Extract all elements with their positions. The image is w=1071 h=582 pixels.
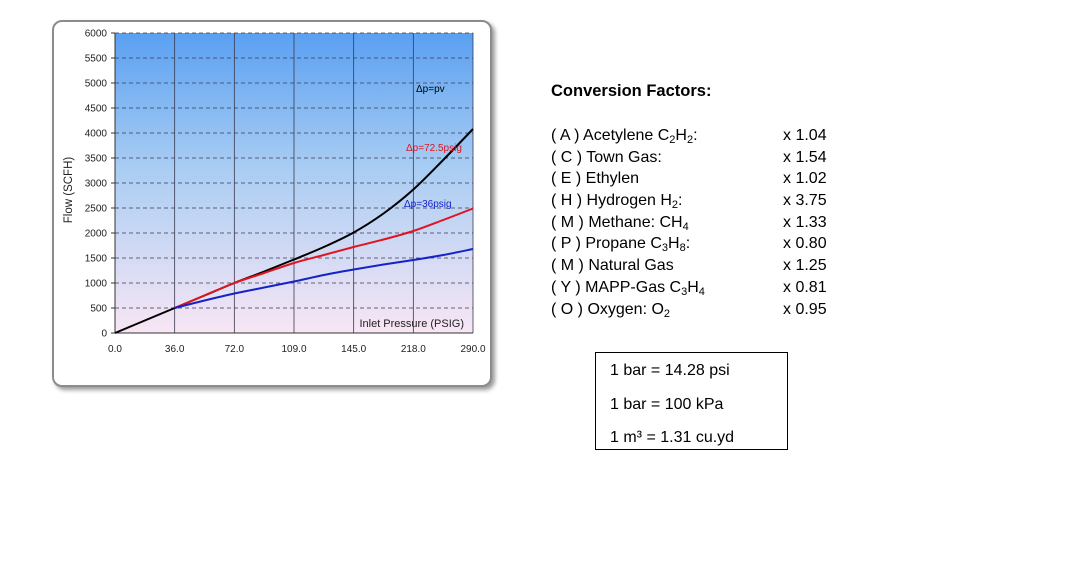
- y-tick-label: 1500: [85, 254, 108, 265]
- y-tick-label: 2500: [85, 204, 108, 215]
- factor-value: x 1.04: [783, 127, 827, 144]
- y-tick-label: 3500: [85, 154, 108, 165]
- x-tick-label: 109.0: [281, 344, 306, 355]
- factor-name: ( A ) Acetylene C2H2:: [551, 127, 698, 146]
- y-tick-label: 1000: [85, 279, 108, 290]
- y-tick-label: 5500: [85, 54, 108, 65]
- factor-value: x 1.25: [783, 257, 827, 275]
- y-tick-label: 3000: [85, 179, 108, 190]
- factor-value: x 1.54: [783, 148, 827, 166]
- factor-name: ( C ) Town Gas:: [551, 148, 662, 166]
- y-tick-label: 500: [90, 304, 107, 315]
- factor-value: x 0.80: [783, 235, 827, 253]
- factor-name: ( O ) Oxygen: O2: [551, 300, 671, 320]
- factor-name: ( P ) Propane C3H8:: [551, 235, 691, 255]
- x-tick-label: 145.0: [341, 344, 366, 355]
- unit-line-bar-kpa: 1 bar = 100 kPa: [610, 396, 724, 413]
- grid: [115, 32, 474, 333]
- y-tick-label: 5000: [85, 79, 108, 90]
- x-tick-label: 218.0: [401, 344, 426, 355]
- unit-line-m3-cuyd: 1 m³ = 1.31 cu.yd: [610, 429, 735, 446]
- series-label: Δp=36psig: [404, 199, 452, 210]
- unit-conversion-box: 1 bar = 14.28 psi 1 bar = 100 kPa 1 m³ =…: [595, 352, 788, 450]
- x-tick-label: 72.0: [225, 344, 245, 355]
- y-tick-label: 6000: [85, 29, 108, 40]
- series-line-2: [174, 248, 474, 309]
- x-tick-label: 0.0: [108, 344, 122, 355]
- conversion-title: Conversion Factors:: [551, 82, 712, 100]
- factor-name: ( H ) Hydrogen H2:: [551, 192, 683, 212]
- series: [114, 128, 474, 334]
- factor-value: x 0.95: [783, 300, 827, 318]
- x-tick-label: 36.0: [165, 344, 185, 355]
- x-axis-title: Inlet Pressure (PSIG): [359, 318, 464, 330]
- y-tick-label: 4500: [85, 104, 108, 115]
- factor-name: ( M ) Methane: CH4: [551, 213, 689, 233]
- series-line-1: [174, 207, 474, 309]
- y-tick-label: 2000: [85, 229, 108, 240]
- factor-value: x 3.75: [783, 192, 827, 210]
- factor-value: x 1.33: [783, 213, 827, 231]
- factor-name: ( Y ) MAPP-Gas C3H4: [551, 278, 705, 298]
- y-tick-label: 4000: [85, 129, 108, 140]
- x-tick-label: 290.0: [460, 344, 485, 355]
- series-label: Δp=pv: [416, 84, 445, 95]
- labels: Δp=pv Δp=72.5psig Δp=36psig Inlet Pressure …: [63, 84, 464, 330]
- factor-name: ( M ) Natural Gas: [551, 257, 674, 275]
- y-axis-title: Flow (SCFH): [63, 157, 75, 224]
- unit-line-bar-psi: 1 bar = 14.28 psi: [610, 362, 730, 379]
- factor-name: ( E ) Ethylen: [551, 170, 640, 188]
- axes: 0 500 1000 1500 2000 2500 3000 3500 4000 4500 5000…: [85, 29, 486, 356]
- factor-value: x 0.81: [783, 278, 827, 296]
- factor-value: x 1.02: [783, 170, 827, 188]
- series-label: Δp=72.5psig: [406, 143, 462, 154]
- y-tick-label: 0: [101, 329, 107, 340]
